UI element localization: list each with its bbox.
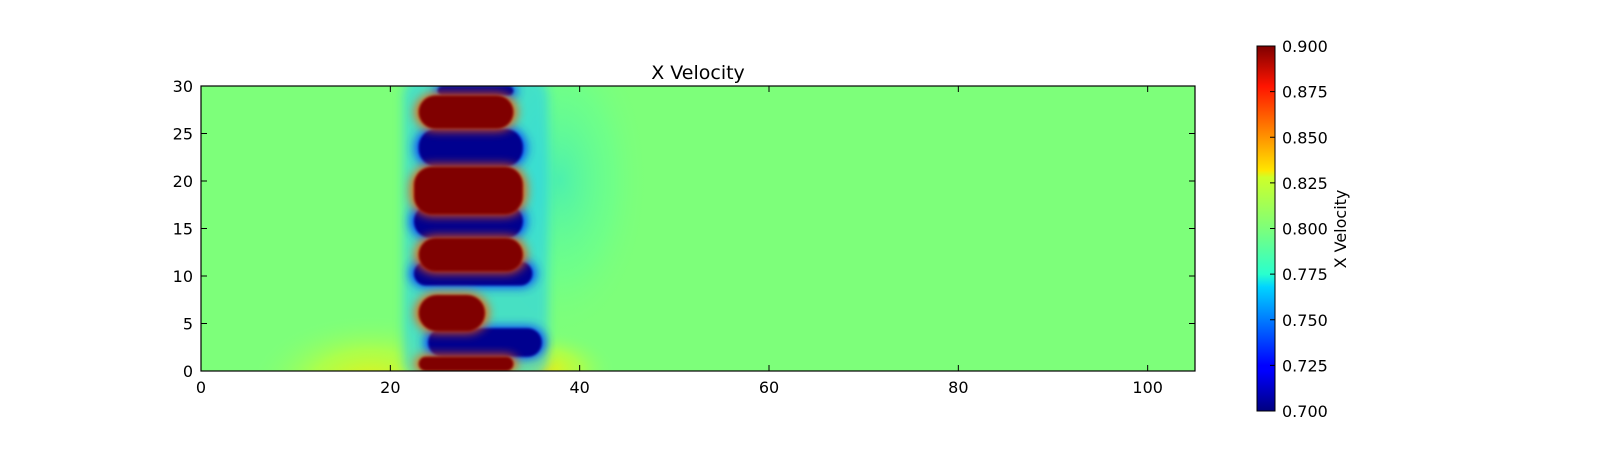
x-tick-label: 100 xyxy=(1132,378,1163,397)
high-velocity-region xyxy=(418,95,514,129)
y-axis: 0 5 10 15 20 25 30 xyxy=(173,77,1195,381)
x-tick-label: 60 xyxy=(759,378,779,397)
colorbar-tick-label: 0.800 xyxy=(1282,220,1328,239)
high-velocity-region xyxy=(418,238,523,272)
y-tick-label: 30 xyxy=(173,77,193,96)
y-tick-label: 25 xyxy=(173,125,193,144)
x-tick-label: 0 xyxy=(196,378,206,397)
colorbar-label: X Velocity xyxy=(1331,190,1350,269)
y-tick-label: 5 xyxy=(183,315,193,334)
y-tick-label: 20 xyxy=(173,172,193,191)
y-tick-label: 10 xyxy=(173,267,193,286)
x-tick-label: 40 xyxy=(569,378,589,397)
x-tick-label: 20 xyxy=(380,378,400,397)
colorbar-tick-label: 0.825 xyxy=(1282,174,1328,193)
y-tick-label: 0 xyxy=(183,362,193,381)
high-velocity-region xyxy=(418,356,514,371)
colorbar-axis: 0.700 0.725 0.750 0.775 0.800 0.825 0.850 0.875… xyxy=(1270,37,1328,421)
high-velocity-region xyxy=(418,295,485,332)
high-velocity-region xyxy=(414,166,523,215)
heatmap-field xyxy=(201,86,1195,371)
colorbar-tick-label: 0.850 xyxy=(1282,128,1328,147)
colorbar-tick-label: 0.750 xyxy=(1282,311,1328,330)
vortex-layer xyxy=(403,86,549,371)
colorbar-tick-label: 0.900 xyxy=(1282,37,1328,56)
colorbar-tick-label: 0.725 xyxy=(1282,356,1328,375)
colorbar-tick-label: 0.875 xyxy=(1282,83,1328,102)
low-velocity-region xyxy=(437,86,514,96)
chart-title: X Velocity xyxy=(651,62,745,84)
x-axis: 0 20 40 60 80 100 xyxy=(196,86,1163,397)
low-velocity-region xyxy=(428,328,542,357)
low-velocity-region xyxy=(418,128,523,167)
colorbar-tick-label: 0.700 xyxy=(1282,402,1328,421)
colorbar-tick-label: 0.775 xyxy=(1282,265,1328,284)
y-tick-label: 15 xyxy=(173,220,193,239)
x-tick-label: 80 xyxy=(948,378,968,397)
